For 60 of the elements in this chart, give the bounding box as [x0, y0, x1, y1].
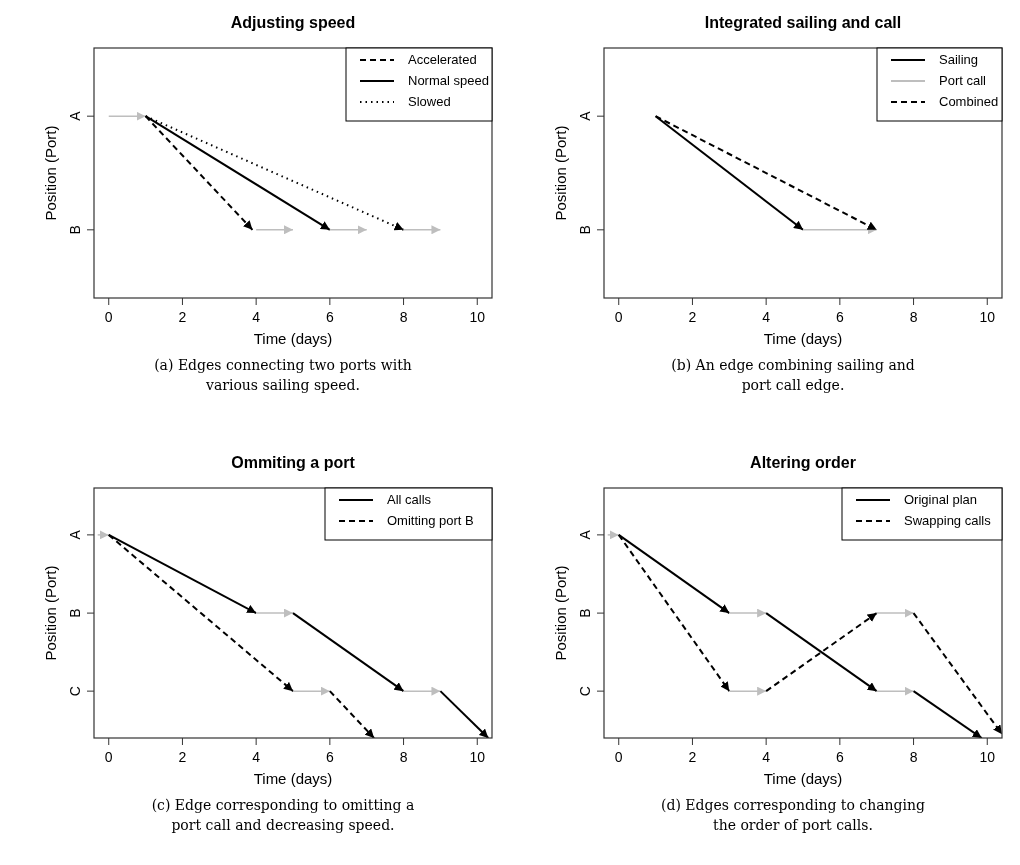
x-tick-label: 8 [909, 309, 918, 325]
x-tick-label: 2 [688, 749, 697, 765]
x-tick-label: 0 [614, 309, 623, 325]
x-tick-label: 6 [325, 749, 334, 765]
legend-label: Slowed [408, 94, 451, 109]
text: A [577, 110, 593, 121]
x-tick-label: 10 [469, 749, 486, 765]
text: (b) An edge combining sailing and port call edge. [671, 357, 915, 393]
x-axis-title: Time (days) [763, 330, 843, 347]
x-tick-label: 8 [399, 309, 408, 325]
text: B [577, 608, 593, 618]
text: (a) Edges connecting two ports with various sailing speed. [154, 357, 412, 393]
x-tick-label: 6 [325, 309, 334, 325]
y-axis-title: Position (Port) [552, 125, 569, 221]
text: C [577, 686, 593, 697]
chart-title: Integrated sailing and call [704, 14, 902, 31]
x-tick-label: 0 [104, 749, 113, 765]
x-tick-label: 10 [469, 309, 486, 325]
legend-label: All calls [387, 492, 432, 507]
y-axis-title: Position (Port) [552, 565, 569, 661]
chart-title: Adjusting speed [230, 14, 356, 31]
x-tick-label: 2 [178, 309, 187, 325]
text: (c) Edge corresponding to omitting a port call and decreasing speed. [151, 797, 415, 833]
text: B [67, 608, 83, 618]
text: (d) Edges corresponding to changing the order of port calls. [661, 797, 925, 833]
chart-title: Ommiting a port [231, 454, 356, 471]
x-tick-label: 4 [252, 749, 261, 765]
x-tick-label: 10 [979, 309, 996, 325]
text: A [67, 529, 83, 540]
x-tick-label: 4 [762, 309, 771, 325]
x-tick-label: 8 [399, 749, 408, 765]
text: A [67, 110, 83, 121]
x-tick-label: 10 [979, 749, 996, 765]
x-tick-label: 6 [835, 309, 844, 325]
text: B [577, 225, 593, 235]
x-tick-label: 8 [909, 749, 918, 765]
x-tick-label: 6 [835, 749, 844, 765]
x-tick-label: 0 [614, 749, 623, 765]
text: B [67, 225, 83, 235]
x-axis-title: Time (days) [763, 770, 843, 787]
x-axis-title: Time (days) [253, 330, 333, 347]
legend-label: Normal speed [408, 73, 489, 88]
x-tick-label: 4 [762, 749, 771, 765]
x-tick-label: 2 [178, 749, 187, 765]
legend-label: Original plan [904, 492, 977, 507]
chart-title: Altering order [750, 454, 856, 471]
legend-label: Omitting port B [387, 513, 474, 528]
legend-label: Swapping calls [904, 513, 992, 528]
x-axis-title: Time (days) [253, 770, 333, 787]
y-axis-title: Position (Port) [42, 125, 59, 221]
legend-label: Accelerated [408, 52, 477, 67]
text: C [67, 686, 83, 697]
x-tick-label: 2 [688, 309, 697, 325]
legend-label: Port call [939, 73, 987, 88]
y-axis-title: Position (Port) [42, 565, 59, 661]
x-tick-label: 4 [252, 309, 261, 325]
x-tick-label: 0 [104, 309, 113, 325]
legend-label: Sailing [939, 52, 979, 67]
legend-label: Combined [939, 94, 999, 109]
text: A [577, 529, 593, 540]
